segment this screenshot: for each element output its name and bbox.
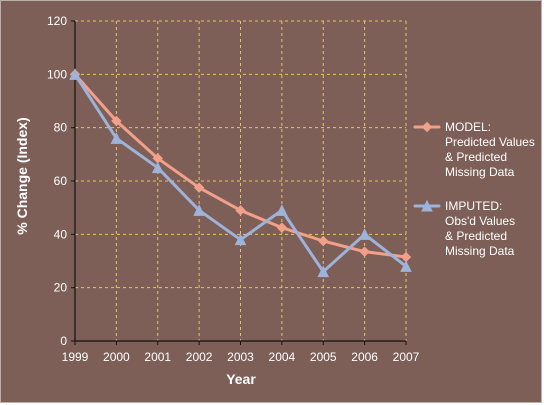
imputed-point-1999	[69, 68, 81, 80]
imputed-point-2007	[400, 260, 412, 272]
x-tick-label-2: 2001	[144, 350, 171, 364]
imputed-point-2000	[110, 132, 123, 144]
x-tick-label-5: 2004	[269, 350, 296, 364]
imputed-point-2003	[234, 233, 247, 246]
x-tick-label-7: 2006	[351, 350, 378, 364]
y-tick-label-1: 20	[54, 281, 68, 295]
gridlines	[74, 20, 407, 342]
legend-model-text-0: MODEL:	[445, 120, 491, 134]
legend-model-text-3: Missing Data	[445, 165, 515, 179]
y-tick-label-4: 80	[54, 121, 68, 135]
legend-imputed-text-2: & Predicted	[445, 229, 507, 243]
model-point-2005	[318, 235, 329, 247]
x-tick-label-4: 2003	[227, 350, 254, 364]
x-tick-label-1: 2000	[103, 350, 130, 364]
y-tick-label-2: 40	[54, 227, 68, 241]
legend-model-text-1: Predicted Values	[445, 135, 535, 149]
legend-imputed-marker	[421, 199, 433, 212]
y-tick-label-3: 60	[54, 174, 68, 188]
imputed-point-2004	[276, 204, 288, 216]
x-tick-label-3: 2002	[186, 350, 213, 364]
legend-item-model: MODEL:Predicted Values& PredictedMissing…	[413, 120, 535, 179]
imputed-series	[69, 68, 412, 278]
legend-imputed-text-3: Missing Data	[445, 244, 515, 258]
model-point-2004	[276, 222, 288, 233]
chart-axes	[71, 20, 407, 345]
model-point-2003	[235, 205, 246, 216]
model-point-2000	[111, 115, 122, 127]
y-axis-title: % Change (Index)	[14, 117, 30, 234]
legend-imputed-text-1: Obs'd Values	[445, 214, 515, 228]
x-tick-label-0: 1999	[62, 350, 89, 364]
legend-model-marker	[421, 121, 433, 133]
tick-labels: 0 20 40 60 80 100 120 1999 2000 2001 2002 2003 2004 2…	[47, 14, 420, 364]
model-point-2007	[400, 251, 412, 263]
legend-model-text-2: & Predicted	[445, 150, 507, 164]
legend: MODEL:Predicted Values& PredictedMissing…	[413, 120, 535, 258]
model-point-2006	[359, 246, 370, 257]
model-point-2002	[193, 182, 205, 193]
series-layer	[69, 68, 412, 278]
y-tick-label-5: 100	[47, 67, 67, 81]
y-tick-label-6: 120	[47, 14, 67, 28]
legend-imputed-text-0: IMPUTED:	[445, 199, 502, 213]
imputed-point-2005	[317, 265, 330, 278]
x-tick-label-8: 2007	[393, 350, 420, 364]
imputed-point-2006	[358, 228, 371, 240]
imputed-point-2001	[151, 161, 164, 174]
y-tick-label-0: 0	[60, 334, 67, 348]
x-axis-title: Year	[226, 371, 256, 387]
imputed-point-2002	[193, 204, 205, 216]
x-tick-label-6: 2005	[310, 350, 337, 364]
